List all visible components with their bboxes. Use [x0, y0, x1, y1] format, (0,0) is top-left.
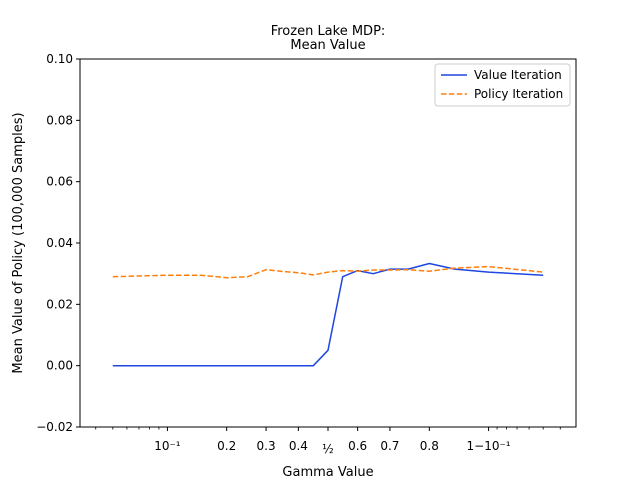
legend-label-policy-iteration: Policy Iteration	[474, 87, 563, 101]
x-axis-ticks: 10⁻¹ 0.2 0.3 0.4 ½ 0.6 0.7 0.8 1−10⁻¹	[95, 427, 561, 456]
chart-title-line-1: Frozen Lake MDP:	[271, 24, 386, 39]
plot-frame	[79, 58, 577, 428]
x-tick-label: ½	[322, 442, 334, 456]
legend: Value Iteration Policy Iteration	[434, 63, 571, 107]
y-tick-label: 0.02	[46, 297, 73, 311]
series-line-value-iteration	[112, 262, 544, 367]
y-axis-title-group: Mean Value of Policy (100,000 Samples)	[11, 112, 26, 373]
y-tick-label: 0.04	[46, 236, 73, 250]
y-axis-title: Mean Value of Policy (100,000 Samples)	[11, 112, 26, 373]
y-tick-label: 0.10	[46, 52, 73, 66]
x-tick-label: 0.2	[217, 439, 236, 453]
y-tick-label: 0.00	[46, 359, 73, 373]
legend-label-value-iteration: Value Iteration	[474, 68, 562, 82]
x-tick-label: 0.6	[348, 439, 367, 453]
legend-box	[434, 63, 571, 107]
y-tick-label: 0.06	[46, 175, 73, 189]
y-tick-label: −0.02	[36, 420, 73, 434]
y-axis-ticks: −0.02 0.00 0.02 0.04 0.06 0.08 0.10	[36, 52, 80, 434]
x-axis-title: Gamma Value	[282, 465, 373, 480]
x-tick-label: 1−10⁻¹	[467, 439, 511, 453]
x-tick-label: 10⁻¹	[154, 439, 181, 453]
x-tick-label: 0.3	[257, 439, 276, 453]
y-tick-label: 0.08	[46, 113, 73, 127]
x-tick-label: 0.8	[420, 439, 439, 453]
chart-title-line-2: Mean Value	[290, 38, 365, 53]
x-tick-label: 0.4	[289, 439, 308, 453]
chart-title: Frozen Lake MDP: Mean Value	[271, 24, 386, 53]
series-line-policy-iteration	[112, 265, 544, 279]
x-tick-label: 0.7	[380, 439, 399, 453]
plot-lines	[112, 262, 544, 367]
